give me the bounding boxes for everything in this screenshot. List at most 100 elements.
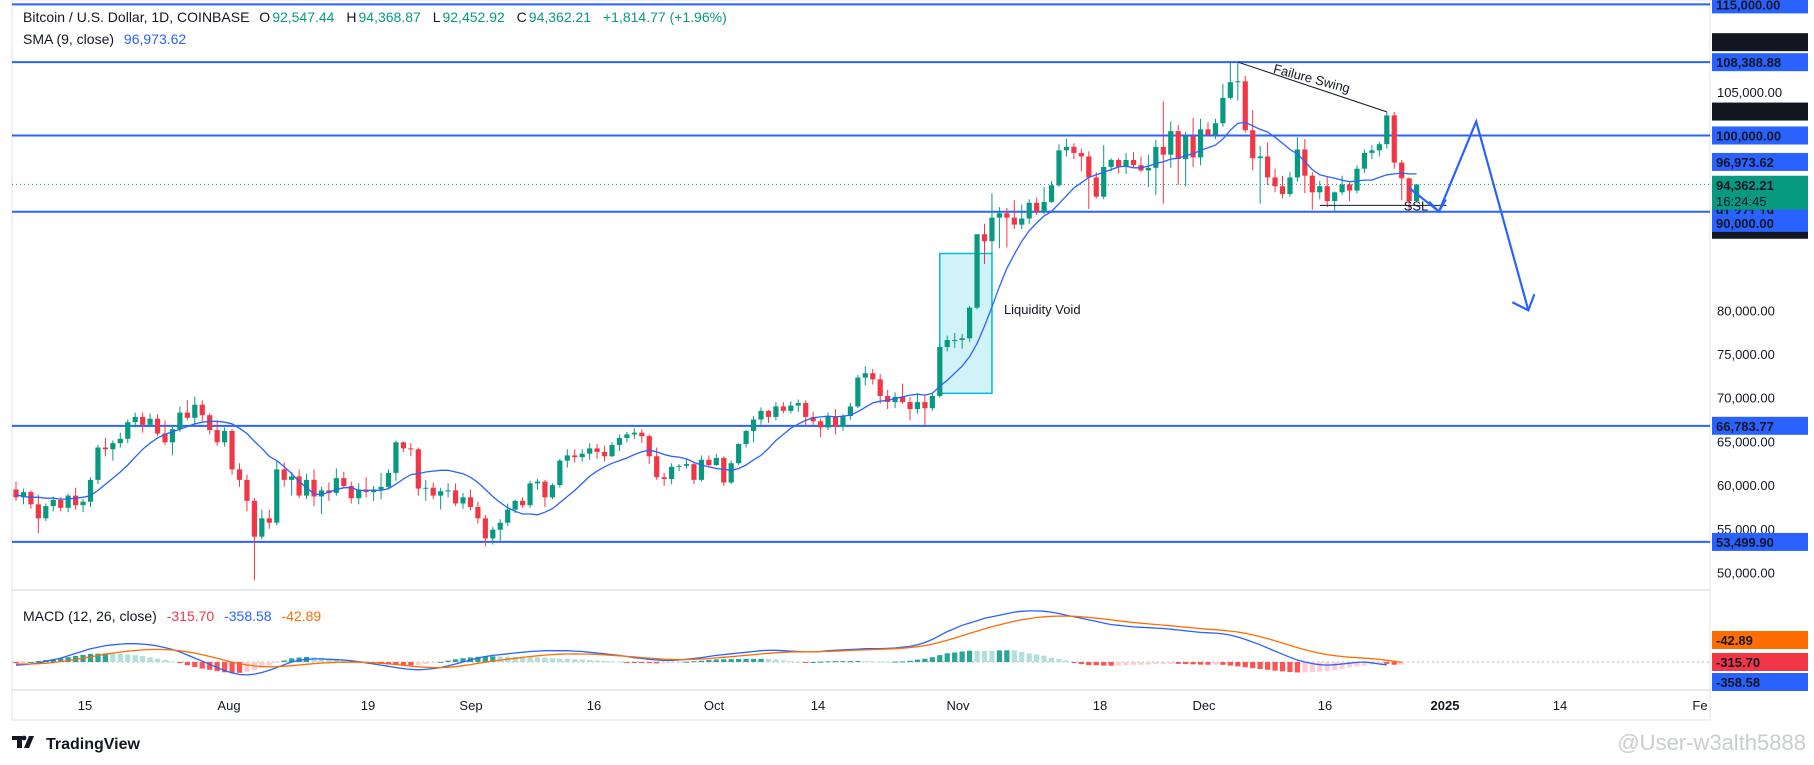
candle-body xyxy=(1011,217,1017,225)
macd-hist-bar xyxy=(959,651,965,662)
candle-body xyxy=(289,476,295,480)
macd-hist-bar xyxy=(1324,662,1330,672)
candle-body xyxy=(147,418,153,425)
candle-body xyxy=(616,437,623,445)
macd-hist-bar xyxy=(438,661,444,663)
candle-body xyxy=(899,396,906,403)
candle xyxy=(1227,62,1233,100)
candle xyxy=(706,455,712,468)
candle-body xyxy=(1287,177,1293,195)
macd-hist-bar xyxy=(475,656,481,662)
candle-body xyxy=(1168,131,1174,155)
x-tick-label-10: 16 xyxy=(1318,698,1332,713)
candle-body xyxy=(959,338,965,341)
macd-hist-bar xyxy=(87,653,94,662)
candle-body xyxy=(482,518,488,539)
candle xyxy=(259,509,265,540)
candle xyxy=(803,400,809,426)
macd-hist-bar xyxy=(929,657,935,662)
macd-hist-bar xyxy=(937,655,943,662)
macd-legend: MACD (12, 26, close) -315.70 -358.58 -42… xyxy=(23,607,321,625)
candle xyxy=(214,421,220,446)
macd-hist-bar xyxy=(125,654,131,662)
candle-body xyxy=(467,497,474,507)
macd-hist-bar xyxy=(728,659,734,662)
macd-hist-bar xyxy=(996,650,1002,662)
macd-hist-bar xyxy=(1183,662,1189,665)
candle xyxy=(639,429,645,444)
macd-hist-bar xyxy=(601,660,608,662)
price-tag-0-bg xyxy=(1712,33,1808,52)
level-tag-0-text: 115,000.00 xyxy=(1716,0,1780,12)
level-tag-2-text: 100,000.00 xyxy=(1716,128,1781,143)
candle xyxy=(1190,118,1196,167)
candle-body xyxy=(1116,159,1122,167)
candle xyxy=(1384,111,1390,149)
price-tag-0: 108,388.88 xyxy=(1712,33,1808,52)
x-tick-label-4: 16 xyxy=(587,698,601,713)
candle-body xyxy=(1406,178,1412,202)
candle xyxy=(348,481,354,504)
candle xyxy=(899,383,906,404)
macd-hist-bar xyxy=(1309,662,1315,673)
macd-hist-bar xyxy=(393,662,399,665)
candle xyxy=(1086,151,1092,209)
x-tick-label-12: 14 xyxy=(1553,698,1567,713)
candle-body xyxy=(669,466,675,479)
candle xyxy=(1242,76,1248,133)
macd-hist-bar xyxy=(1004,650,1010,662)
candle-body xyxy=(788,405,794,411)
macd-hist-bar xyxy=(199,662,205,669)
macd-hist-bar xyxy=(497,656,503,662)
candle-body xyxy=(244,479,250,501)
candle xyxy=(959,333,965,349)
candle-body xyxy=(177,412,183,430)
candle-body xyxy=(154,418,161,434)
macd-hist-bar xyxy=(952,652,958,662)
macd-hist-bar xyxy=(706,659,712,662)
candle-body xyxy=(639,432,645,437)
macd-hist-bar xyxy=(847,661,853,663)
candle-body xyxy=(199,404,205,416)
macd-hist-bar xyxy=(1361,662,1368,666)
candle xyxy=(758,407,764,425)
macd-hist-bar xyxy=(922,658,928,662)
candle-body xyxy=(169,429,176,443)
candle-body xyxy=(654,456,660,478)
candle-body xyxy=(274,469,280,523)
candle-body xyxy=(214,430,220,443)
x-tick-label-13: Fe xyxy=(1692,698,1707,713)
candle-body xyxy=(1361,152,1368,169)
candle xyxy=(832,409,839,435)
candle xyxy=(624,431,630,443)
candle xyxy=(847,402,853,420)
macd-hist-bar xyxy=(1093,662,1099,666)
candle xyxy=(579,449,585,462)
macd-hist-bar xyxy=(855,660,861,662)
candle xyxy=(698,455,704,482)
footer-branding[interactable]: TradingView xyxy=(12,734,140,755)
candle xyxy=(765,409,772,424)
x-tick-label-6: 14 xyxy=(811,698,825,713)
price-tag-3-text: 94,362.21 xyxy=(1716,178,1774,193)
sma-label: SMA (9, close) xyxy=(23,31,115,47)
x-tick-label-2: 19 xyxy=(361,698,375,713)
candle xyxy=(1138,156,1144,173)
macd-hist-bar xyxy=(877,661,883,663)
price-tag-0-text: 108,388.88 xyxy=(1716,35,1781,50)
candle xyxy=(1294,137,1300,182)
candle-body xyxy=(549,485,555,498)
macd-hist-bar xyxy=(743,658,749,662)
candle-body xyxy=(1048,185,1055,202)
candle xyxy=(1145,154,1151,188)
candle-body xyxy=(162,433,168,443)
macd-tag-1: -315.70 xyxy=(1712,653,1808,671)
candle xyxy=(1160,101,1166,204)
candle-body xyxy=(885,395,891,403)
candle-body xyxy=(35,504,41,519)
macd-hist-bar xyxy=(326,658,332,662)
candle-body xyxy=(140,416,146,425)
candle-body xyxy=(311,479,317,497)
plot-frame xyxy=(11,0,1711,721)
